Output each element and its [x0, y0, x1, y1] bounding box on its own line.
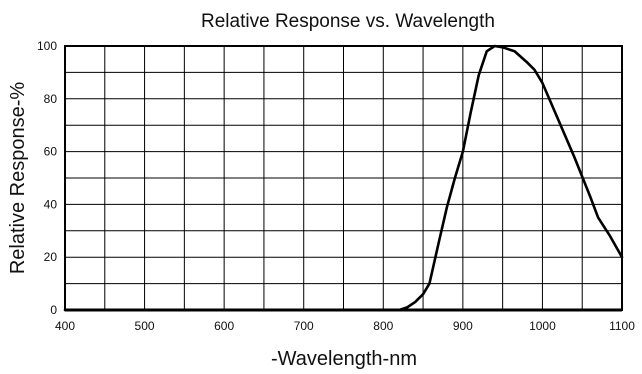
x-tick-label: 900 — [453, 319, 473, 333]
y-tick-label: 0 — [50, 303, 57, 317]
chart-title: Relative Response vs. Wavelength — [201, 11, 495, 32]
y-tick-label: 100 — [37, 39, 57, 53]
y-tick-label: 80 — [44, 92, 58, 106]
y-tick-label: 60 — [44, 145, 58, 159]
series-line — [63, 44, 624, 312]
y-axis-ticks: 0 20 40 60 80 100 — [37, 39, 57, 317]
x-tick-label: 1000 — [529, 319, 556, 333]
grid — [65, 46, 622, 310]
x-tick-label: 700 — [294, 319, 314, 333]
y-tick-label: 40 — [44, 197, 58, 211]
series — [63, 44, 624, 312]
y-axis-label: Relative Response-% — [7, 82, 29, 275]
x-axis-ticks: 400 500 600 700 800 900 1000 1100 — [55, 319, 635, 333]
y-tick-label: 20 — [44, 250, 58, 264]
x-tick-label: 1100 — [609, 319, 635, 333]
x-tick-label: 600 — [214, 319, 234, 333]
x-tick-label: 500 — [135, 319, 155, 333]
x-tick-label: 400 — [55, 319, 75, 333]
x-tick-label: 800 — [373, 319, 393, 333]
x-axis-label: -Wavelength-nm — [271, 348, 417, 370]
